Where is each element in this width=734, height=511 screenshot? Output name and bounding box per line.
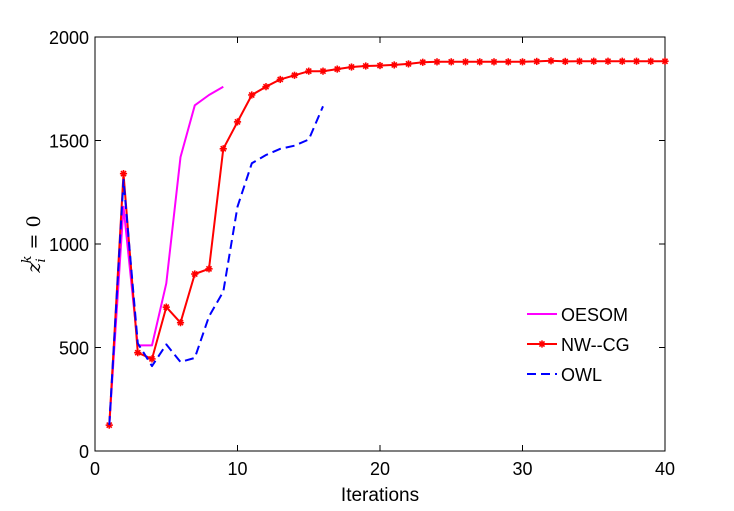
data-point bbox=[233, 118, 242, 126]
data-point bbox=[248, 91, 256, 99]
series-owl bbox=[108, 105, 324, 426]
data-point bbox=[191, 270, 199, 278]
data-point bbox=[433, 58, 441, 66]
x-tick-label: 30 bbox=[512, 459, 532, 479]
data-point bbox=[347, 63, 356, 71]
x-tick-label: 10 bbox=[227, 459, 247, 479]
y-axis-label-base: z bbox=[23, 262, 45, 274]
plot-area bbox=[94, 36, 666, 452]
data-point bbox=[404, 60, 413, 68]
y-tick-label: 1000 bbox=[49, 235, 89, 255]
legend-item: OWL bbox=[527, 365, 602, 385]
data-point bbox=[376, 61, 384, 70]
data-point bbox=[547, 57, 555, 65]
legend-marker bbox=[538, 340, 546, 348]
data-point bbox=[176, 319, 185, 327]
data-point bbox=[490, 58, 498, 66]
data-point bbox=[632, 57, 641, 65]
data-point bbox=[262, 83, 270, 91]
data-point bbox=[647, 57, 655, 65]
data-point bbox=[476, 58, 484, 66]
y-tick-label: 0 bbox=[79, 442, 89, 462]
data-point bbox=[504, 58, 512, 66]
data-point bbox=[162, 303, 170, 311]
data-point bbox=[518, 58, 527, 66]
series-oesom bbox=[108, 85, 224, 426]
legend-item: NW--CG bbox=[527, 335, 630, 355]
data-point bbox=[305, 67, 313, 75]
data-point bbox=[575, 57, 584, 65]
y-tick-label: 500 bbox=[59, 339, 89, 359]
data-point bbox=[276, 75, 284, 84]
data-point bbox=[148, 355, 156, 363]
data-point bbox=[219, 145, 227, 153]
data-point bbox=[590, 57, 598, 65]
legend-label: NW--CG bbox=[561, 335, 630, 355]
data-point bbox=[290, 71, 299, 79]
x-axis-label: Iterations bbox=[341, 485, 419, 506]
x-tick-label: 0 bbox=[90, 459, 100, 479]
legend-item: OESOM bbox=[527, 305, 628, 325]
data-point bbox=[533, 57, 541, 66]
y-axis-label-sub: i bbox=[34, 258, 49, 262]
data-point bbox=[390, 61, 398, 69]
legend-label: OWL bbox=[561, 365, 602, 385]
series-layer bbox=[105, 57, 669, 429]
data-point bbox=[461, 58, 470, 66]
legend: OESOM NW--CG OWL bbox=[527, 305, 630, 385]
x-tick-label: 40 bbox=[655, 459, 675, 479]
series-line bbox=[108, 85, 224, 426]
data-point bbox=[362, 62, 370, 70]
series-line bbox=[108, 59, 665, 426]
data-point bbox=[661, 57, 669, 65]
y-axis-label-rest: = 0 bbox=[23, 215, 45, 249]
data-point bbox=[618, 57, 626, 65]
legend-label: OESOM bbox=[561, 305, 628, 325]
data-point bbox=[333, 65, 341, 73]
y-tick-label: 1500 bbox=[49, 132, 89, 152]
data-point bbox=[561, 57, 569, 66]
data-point bbox=[134, 349, 142, 357]
y-axis-label: zik = 0 bbox=[20, 215, 49, 273]
data-point bbox=[319, 67, 327, 75]
y-axis-label-sup: k bbox=[20, 255, 35, 263]
data-point bbox=[205, 265, 213, 273]
data-point bbox=[119, 170, 128, 178]
y-tick-label: 2000 bbox=[49, 28, 89, 48]
x-tick-label: 20 bbox=[370, 459, 390, 479]
series-line bbox=[108, 105, 324, 426]
data-point bbox=[105, 421, 113, 429]
data-point bbox=[447, 58, 455, 66]
data-point bbox=[419, 58, 427, 66]
svg-text:zik= 0: zik = 0 bbox=[20, 215, 49, 273]
data-point bbox=[604, 57, 612, 65]
axis-ticks: 0 10 20 30 40 0 500 1000 1500 2000 bbox=[49, 28, 675, 479]
series-nw-cg bbox=[105, 57, 669, 429]
